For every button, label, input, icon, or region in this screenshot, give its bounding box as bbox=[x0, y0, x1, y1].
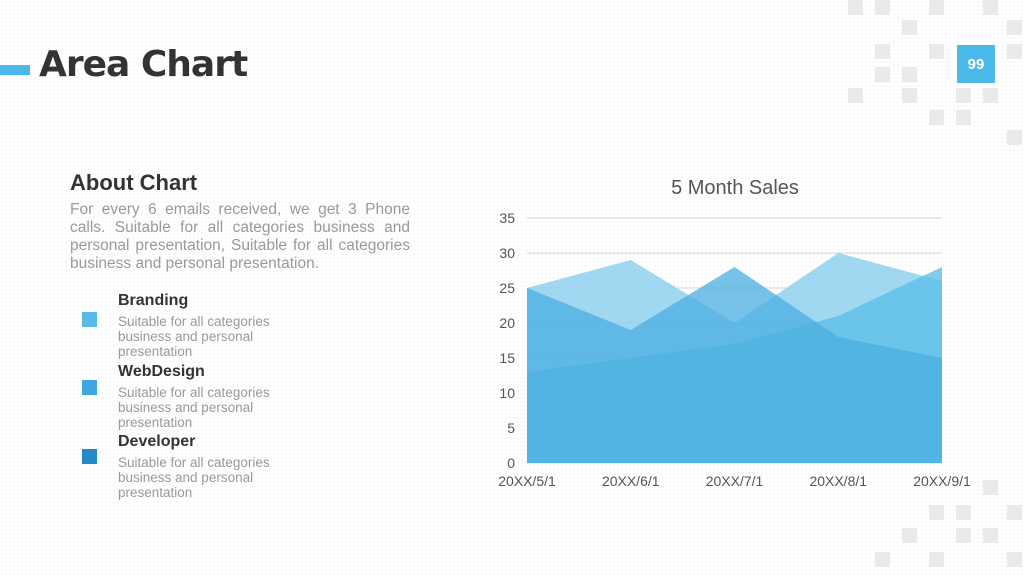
y-tick-label: 25 bbox=[499, 280, 515, 296]
x-tick-label: 20XX/6/1 bbox=[602, 473, 660, 489]
chart-areas bbox=[527, 253, 942, 463]
deco-square bbox=[983, 88, 998, 103]
deco-square bbox=[956, 88, 971, 103]
deco-square bbox=[929, 552, 944, 567]
deco-square bbox=[929, 0, 944, 15]
area-series-3 bbox=[527, 267, 942, 463]
about-heading: About Chart bbox=[70, 170, 198, 195]
legend-swatch bbox=[82, 449, 97, 464]
y-tick-label: 10 bbox=[499, 385, 515, 401]
y-tick-label: 15 bbox=[499, 350, 515, 366]
y-tick-label: 5 bbox=[507, 420, 515, 436]
legend-description: Suitable for all categories business and… bbox=[118, 314, 270, 359]
deco-square bbox=[929, 44, 944, 59]
about-body: For every 6 emails received, we get 3 Ph… bbox=[70, 201, 410, 272]
legend-name: WebDesign bbox=[118, 363, 205, 380]
page-number-badge: 99 bbox=[957, 45, 995, 83]
y-tick-label: 0 bbox=[507, 455, 515, 471]
x-tick-label: 20XX/5/1 bbox=[498, 473, 556, 489]
deco-square bbox=[1007, 505, 1022, 520]
x-tick-label: 20XX/7/1 bbox=[706, 473, 764, 489]
legend-description: Suitable for all categories business and… bbox=[118, 455, 270, 500]
legend-description: Suitable for all categories business and… bbox=[118, 385, 270, 430]
title-accent-bar bbox=[0, 65, 30, 75]
deco-square bbox=[983, 0, 998, 15]
deco-square bbox=[902, 20, 917, 35]
deco-square bbox=[1007, 44, 1022, 59]
y-tick-label: 20 bbox=[499, 315, 515, 331]
legend-swatch bbox=[82, 380, 97, 395]
deco-square bbox=[902, 88, 917, 103]
legend-name: Branding bbox=[118, 292, 189, 309]
chart-y-axis: 0 5 10 15 20 25 30 35 bbox=[499, 210, 515, 471]
y-tick-label: 30 bbox=[499, 245, 515, 261]
deco-square bbox=[875, 0, 890, 15]
deco-square bbox=[875, 44, 890, 59]
deco-square bbox=[1007, 552, 1022, 567]
deco-square bbox=[1007, 130, 1022, 145]
deco-square bbox=[929, 110, 944, 125]
slide-title: Area Chart bbox=[39, 44, 248, 85]
chart-x-axis: 20XX/5/1 20XX/6/1 20XX/7/1 20XX/8/1 20XX/9/1 bbox=[498, 473, 971, 489]
deco-square bbox=[902, 67, 917, 82]
deco-square bbox=[983, 528, 998, 543]
deco-square bbox=[848, 88, 863, 103]
deco-square bbox=[983, 480, 998, 495]
deco-square bbox=[956, 110, 971, 125]
legend-swatch bbox=[82, 312, 97, 327]
deco-square bbox=[902, 528, 917, 543]
deco-square bbox=[956, 528, 971, 543]
legend-name: Developer bbox=[118, 433, 196, 450]
deco-square bbox=[875, 552, 890, 567]
x-tick-label: 20XX/9/1 bbox=[913, 473, 971, 489]
deco-square bbox=[1007, 20, 1022, 35]
y-tick-label: 35 bbox=[499, 210, 515, 226]
deco-square bbox=[956, 505, 971, 520]
deco-square bbox=[848, 0, 863, 15]
x-tick-label: 20XX/8/1 bbox=[809, 473, 867, 489]
chart-title: 5 Month Sales bbox=[671, 177, 799, 199]
deco-square bbox=[875, 67, 890, 82]
deco-square bbox=[929, 505, 944, 520]
